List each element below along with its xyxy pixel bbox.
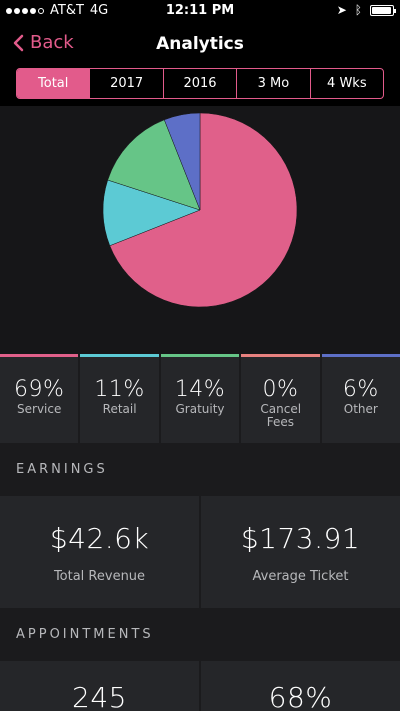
status-bar: AT&T 4G 12:11 PM ➤ ᛒ [0,0,400,22]
stat-gratuity[interactable]: 14% Gratuity [160,357,240,443]
period-segmented-control: Total 2017 2016 3 Mo 4 Wks [16,68,384,99]
carrier-name: AT&T [50,3,84,18]
segment-2016[interactable]: 2016 [162,69,236,98]
back-button[interactable]: Back [12,32,74,53]
status-right: ➤ ᛒ [336,3,396,17]
chart-area [0,106,400,354]
status-time: 12:11 PM [165,3,235,18]
period-selector-container: Total 2017 2016 3 Mo 4 Wks [0,66,400,106]
appointments-left-value: 245 [72,681,127,711]
stat-other[interactable]: 6% Other [321,357,400,443]
status-left: AT&T 4G [6,3,108,18]
stat-value: 11% [94,377,145,402]
breakdown-stats: 69% Service 11% Retail 14% Gratuity 0% Cancel F… [0,357,400,443]
pie-slice-retail[interactable] [102,179,201,247]
stat-retail[interactable]: 11% Retail [80,357,159,443]
stat-cancel-fees[interactable]: 0% Cancel Fees [241,357,320,443]
segment-3-mo[interactable]: 3 Mo [236,69,309,98]
earnings-row: $42.6k Total Revenue $173.91 Average Tic… [0,496,400,608]
segment-2017[interactable]: 2017 [89,69,162,98]
total-revenue-label: Total Revenue [53,569,146,584]
stat-service[interactable]: 69% Service [0,357,79,443]
average-ticket-card[interactable]: $173.91 Average Ticket [201,496,400,608]
legend-bar-other [321,354,400,357]
legend-bar-retail [80,354,159,357]
pie-slice-service[interactable] [109,112,298,308]
legend-color-bars [0,354,400,357]
stat-label: Other [343,402,378,416]
segment-total[interactable]: Total [17,69,90,98]
pie-chart [102,112,298,308]
pie-slice-other[interactable] [163,112,201,211]
stat-label: Retail [102,402,137,416]
chevron-left-icon [13,34,24,51]
battery-fill [372,6,391,14]
stat-label: Service [17,402,62,416]
legend-bar-cancel-fees [241,354,320,357]
pie-slice-gratuity[interactable] [107,119,201,211]
appointments-right-value: 68% [268,681,333,711]
stat-value: 69% [14,377,65,402]
bluetooth-icon: ᛒ [354,3,362,17]
stat-value: 6% [342,377,379,402]
average-ticket-value: $173.91 [240,522,361,555]
navigation-bar: Back Analytics [0,22,400,66]
location-arrow-icon: ➤ [336,3,347,17]
battery-icon [370,4,396,16]
network-type: 4G [89,3,109,18]
stat-value: 14% [174,377,226,402]
legend-bar-gratuity [160,354,240,357]
appointments-left-card[interactable]: 245 [0,661,199,711]
segment-4-wks[interactable]: 4 Wks [309,69,383,98]
appointments-header: APPOINTMENTS [16,627,154,642]
stat-label: Cancel Fees [260,402,302,429]
earnings-header: EARNINGS [16,462,108,477]
appointments-right-card[interactable]: 68% [201,661,400,711]
back-label: Back [30,32,74,53]
total-revenue-value: $42.6k [49,522,150,555]
page-title: Analytics [156,34,244,54]
stat-value: 0% [262,377,299,402]
total-revenue-card[interactable]: $42.6k Total Revenue [0,496,199,608]
average-ticket-label: Average Ticket [252,569,349,584]
signal-strength-icon [6,7,44,14]
stat-label: Gratuity [175,402,225,416]
appointments-row: 245 68% [0,661,400,711]
legend-bar-service [0,354,79,357]
